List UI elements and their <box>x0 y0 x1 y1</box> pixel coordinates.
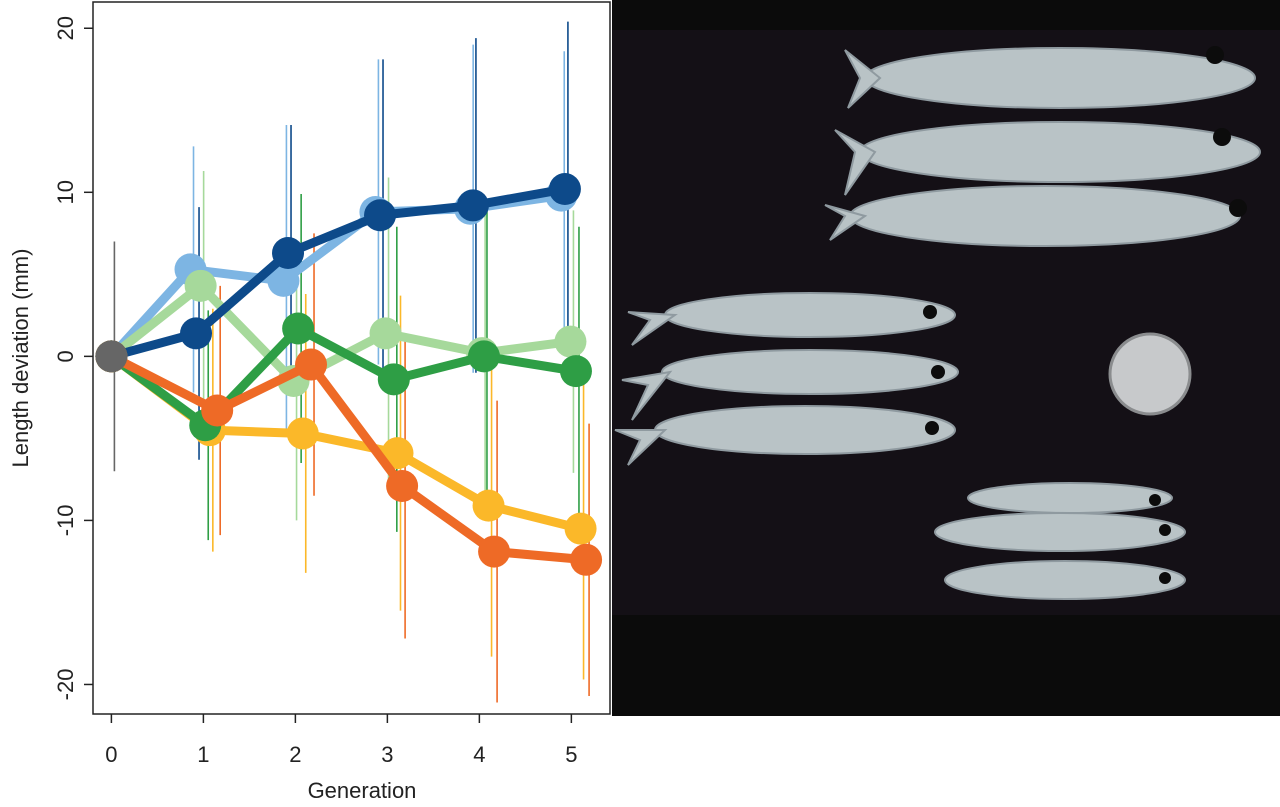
series-line <box>108 352 582 533</box>
y-tick-label: -10 <box>53 505 78 537</box>
y-tick-label: -20 <box>53 669 78 701</box>
x-tick-label: 2 <box>289 742 301 767</box>
data-point <box>295 348 328 381</box>
fish-tail <box>834 129 877 196</box>
data-point <box>570 543 603 576</box>
data-point <box>282 312 315 345</box>
data-point <box>377 363 410 396</box>
fish-tail <box>824 204 868 241</box>
photo-panel <box>612 0 1280 716</box>
fish-group <box>614 47 1261 600</box>
fish-tail <box>627 311 678 346</box>
plot-frame <box>92 1 611 715</box>
data-point <box>184 269 217 302</box>
x-tick-label: 4 <box>473 742 485 767</box>
fish <box>849 185 1241 247</box>
data-point <box>386 469 419 502</box>
y-tick-label: 10 <box>53 180 78 204</box>
data-point <box>472 489 505 522</box>
data-point <box>272 237 305 270</box>
data-point <box>548 173 581 206</box>
data-point <box>467 340 500 373</box>
fish-tail <box>614 429 668 466</box>
fish <box>864 47 1256 109</box>
fish <box>934 512 1186 552</box>
fish-tail <box>844 49 882 109</box>
data-point <box>201 394 234 427</box>
x-tick-label: 1 <box>197 742 209 767</box>
coin <box>1108 332 1192 416</box>
data-point <box>95 340 128 373</box>
data-point <box>286 417 319 450</box>
x-tick-label: 5 <box>565 742 577 767</box>
data-point <box>267 264 300 297</box>
data-point <box>369 317 402 350</box>
y-tick-label: 20 <box>53 16 78 40</box>
fish-eyes <box>923 46 1247 584</box>
fish-tail <box>621 370 673 421</box>
data-point <box>364 199 397 232</box>
y-axis-label: Length deviation (mm) <box>8 249 33 468</box>
x-tick-label: 0 <box>105 742 117 767</box>
data-point <box>456 189 489 222</box>
series-line <box>109 352 587 565</box>
data-point <box>564 512 597 545</box>
fish <box>664 292 956 338</box>
data-point <box>554 325 587 358</box>
fish <box>661 349 959 395</box>
x-tick-label: 3 <box>381 742 393 767</box>
fish <box>859 121 1261 183</box>
fish <box>967 482 1173 514</box>
data-point <box>478 535 511 568</box>
data-point <box>180 317 213 350</box>
y-tick-label: 0 <box>53 350 78 362</box>
plot-layer <box>95 21 603 703</box>
data-point <box>381 437 414 470</box>
fish <box>944 560 1186 600</box>
data-point <box>559 355 592 388</box>
fish <box>654 405 956 455</box>
x-axis-label: Generation <box>308 778 417 802</box>
